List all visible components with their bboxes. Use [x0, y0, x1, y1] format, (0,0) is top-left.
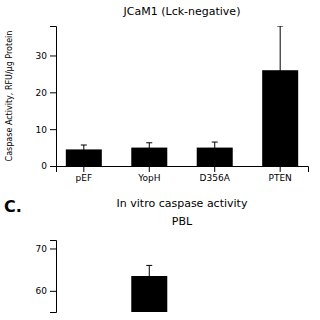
- x-axis-line: [57, 167, 309, 173]
- x-tick-label: YopH: [137, 173, 160, 183]
- y-tick: 60: [36, 286, 56, 296]
- y-axis-title: Caspase Activity, RFU/μg Protein: [5, 31, 14, 162]
- x-tick-label: pEF: [76, 173, 93, 183]
- error-bar-cap: [81, 153, 87, 154]
- chart-root: 0 10 20 30 pEF YopH D356A PTEN JCaM1 (Lck-negati…: [0, 0, 320, 320]
- y-tick-mark: [50, 92, 56, 93]
- error-bar-line: [214, 142, 215, 153]
- y-axis: 60 70: [36, 241, 57, 313]
- error-bar: [146, 265, 152, 286]
- y-tick: 30: [36, 51, 56, 61]
- error-bar-cap: [146, 286, 152, 287]
- x-tick: PTEN: [269, 166, 292, 183]
- y-tick-mark: [50, 129, 56, 130]
- x-tick-mark: [214, 166, 215, 172]
- panel-label: C.: [4, 197, 22, 216]
- error-bar-line: [149, 265, 150, 286]
- plot-area: [66, 26, 298, 166]
- error-bar-line: [149, 143, 150, 153]
- y-tick-label: 0: [41, 161, 47, 171]
- error-bar: [146, 143, 152, 153]
- x-tick-mark: [149, 166, 150, 172]
- x-tick: pEF: [76, 166, 93, 183]
- plot-area: [131, 265, 167, 312]
- x-tick: YopH: [137, 166, 160, 183]
- error-bar-cap: [277, 26, 283, 27]
- y-tick-mark: [50, 166, 56, 167]
- error-bar: [81, 145, 87, 154]
- error-bar-cap: [146, 142, 152, 143]
- y-axis-line: [50, 27, 57, 167]
- error-bar-line: [83, 145, 84, 154]
- error-bar: [212, 142, 218, 153]
- x-tick-label: PTEN: [269, 173, 292, 183]
- x-axis: pEF YopH D356A PTEN: [57, 166, 309, 183]
- y-tick-label: 20: [36, 88, 48, 98]
- y-tick-mark: [50, 248, 56, 249]
- y-tick-label: 60: [36, 286, 48, 296]
- subtitle: PBL: [172, 215, 193, 228]
- x-tick-mark: [83, 166, 84, 172]
- error-bar-cap: [146, 152, 152, 153]
- y-tick-mark: [50, 55, 56, 56]
- y-tick: 70: [36, 244, 56, 254]
- error-bar-cap: [81, 145, 87, 146]
- x-tick: D356A: [200, 166, 231, 183]
- y-tick: 10: [36, 125, 56, 135]
- error-bar-line: [280, 26, 281, 114]
- y-axis-line: [50, 241, 57, 313]
- chart-0: 0 10 20 30 pEF YopH D356A PTEN JCaM1 (Lck-negati…: [5, 5, 309, 183]
- error-bar-cap: [212, 153, 218, 154]
- title: In vitro caspase activity: [117, 197, 248, 210]
- y-tick: 20: [36, 88, 56, 98]
- error-bar-cap: [212, 142, 218, 143]
- error-bar-cap: [146, 265, 152, 266]
- y-tick-label: 30: [36, 51, 48, 61]
- y-tick-label: 70: [36, 244, 48, 254]
- x-tick-mark: [280, 166, 281, 172]
- y-tick-label: 10: [36, 125, 48, 135]
- chart-1: 60 70 In vitro caspase activity PBL C.: [4, 197, 248, 313]
- y-tick: 0: [41, 161, 56, 171]
- y-tick-mark: [50, 291, 56, 292]
- x-tick-label: D356A: [200, 173, 231, 183]
- y-axis: 0 10 20 30: [36, 27, 57, 172]
- error-bar: [277, 26, 283, 114]
- title: JCaM1 (Lck-negative): [123, 5, 241, 18]
- error-bar-cap: [277, 114, 283, 115]
